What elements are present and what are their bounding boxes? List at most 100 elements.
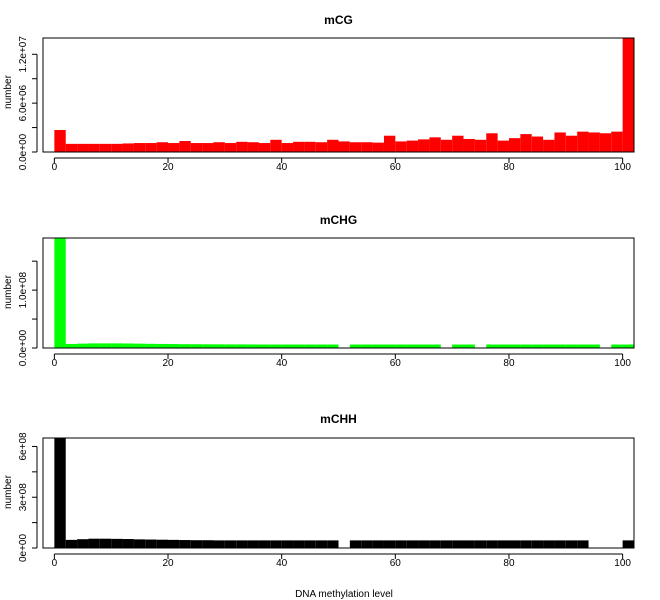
histogram-bar [133, 143, 146, 152]
histogram-bar [179, 141, 191, 152]
histogram-bar [508, 138, 521, 152]
histogram-panel-mcg: mCG number 0 20 40 60 80 100 0.0e+00 6.0e+06 1.2e+… [3, 13, 635, 173]
histogram-bar [304, 344, 316, 348]
histogram-bar [236, 344, 248, 348]
histogram-bar [554, 132, 566, 152]
histogram-bar [145, 343, 157, 348]
histogram-bar [281, 143, 294, 152]
histogram-bar [133, 343, 146, 348]
histogram-bar [179, 344, 191, 348]
histogram-bar [258, 143, 271, 152]
histogram-bar [111, 143, 123, 152]
histogram-bar [497, 540, 509, 548]
x-tick-label: 100 [614, 358, 631, 369]
histogram-bar [270, 344, 282, 348]
histogram-panel-mchg: mCHG number 0 20 40 60 80 100 0.0e+00 1.0e+08 [3, 213, 635, 369]
histogram-bar [361, 540, 373, 548]
histogram-bar [486, 344, 498, 348]
histogram-bar [543, 139, 555, 152]
y-tick-label: 6e+08 [18, 432, 29, 461]
histogram-bar [202, 540, 214, 548]
histogram-bar [577, 540, 589, 548]
y-tick-label: 1.2e+07 [18, 36, 29, 73]
histogram-bar [599, 133, 612, 152]
histogram-bar [202, 143, 214, 152]
histogram-bar [463, 540, 475, 548]
histogram-bar [224, 344, 237, 348]
histogram-bar [77, 143, 89, 152]
histogram-bar [145, 143, 157, 152]
histogram-bar [349, 142, 362, 152]
histogram-bar [418, 139, 430, 152]
y-tick-label: 0e+00 [18, 534, 29, 563]
histogram-bar [497, 344, 509, 348]
histogram-bar [236, 141, 248, 152]
histogram-bar [270, 540, 282, 548]
histogram-bar [236, 540, 248, 548]
histogram-bar [54, 238, 66, 348]
histogram-bar [224, 540, 237, 548]
histogram-bar [611, 131, 623, 152]
histogram-bar [611, 344, 623, 348]
histogram-bar [88, 143, 100, 152]
histogram-bar [122, 143, 134, 152]
x-tick-label: 100 [614, 558, 631, 569]
histogram-bar [372, 344, 384, 348]
histogram-bar [429, 137, 441, 152]
y-tick-label: 0.0e+00 [18, 133, 29, 170]
histogram-bar [508, 344, 521, 348]
histogram-bar [474, 139, 487, 152]
histogram-bar [497, 140, 509, 152]
x-tick-label: 40 [276, 558, 288, 569]
histogram-bar [622, 344, 634, 348]
histogram-bar [440, 540, 453, 548]
plot-frame [42, 237, 635, 349]
histogram-bar [361, 344, 373, 348]
histogram-bar [520, 344, 532, 348]
histogram-bar [383, 540, 396, 548]
histogram-bar [588, 344, 600, 348]
x-tick-label: 80 [503, 162, 515, 173]
histogram-bar [145, 539, 157, 548]
histogram-bar [327, 344, 339, 348]
histogram-bar [565, 135, 578, 152]
histogram-bar [486, 540, 498, 548]
chart-title-mchh: mCHH [320, 412, 357, 426]
histogram-bar [452, 540, 464, 548]
histogram-bar [293, 344, 305, 348]
histogram-bar [304, 540, 316, 548]
y-tick-label: 6.0e+06 [18, 84, 29, 121]
histogram-bar [190, 344, 203, 348]
histogram-bar [588, 132, 600, 152]
histogram-bar [463, 344, 475, 348]
histogram-bar [122, 539, 134, 548]
histogram-bar [622, 38, 634, 152]
histogram-bar [395, 540, 407, 548]
histogram-bar [531, 136, 544, 152]
histogram-bar [65, 343, 78, 348]
histogram-bar [418, 344, 430, 348]
histogram-bar [531, 344, 544, 348]
x-tick-label: 0 [52, 162, 58, 173]
y-tick-label: 3e+08 [18, 483, 29, 512]
histogram-bar [65, 539, 78, 548]
histogram-bar [520, 540, 532, 548]
figure-x-axis-label: DNA methylation level [295, 589, 393, 600]
histogram-bar [156, 142, 169, 152]
histogram-bar [315, 540, 328, 548]
plot-frame [42, 437, 635, 549]
histogram-bar [54, 130, 66, 152]
histogram-bar [383, 135, 396, 152]
histogram-bar [304, 141, 316, 152]
histogram-bar [463, 138, 475, 152]
histogram-bar [99, 343, 112, 348]
histogram-bar [99, 143, 112, 152]
histogram-bar [293, 141, 305, 152]
histogram-bar [247, 540, 259, 548]
x-tick-label: 100 [614, 162, 631, 173]
histogram-bar [361, 142, 373, 152]
x-tick-label: 80 [503, 358, 515, 369]
y-tick-label: 1.0e+08 [18, 271, 29, 308]
histogram-bar [349, 540, 362, 548]
histogram-bar [202, 344, 214, 348]
